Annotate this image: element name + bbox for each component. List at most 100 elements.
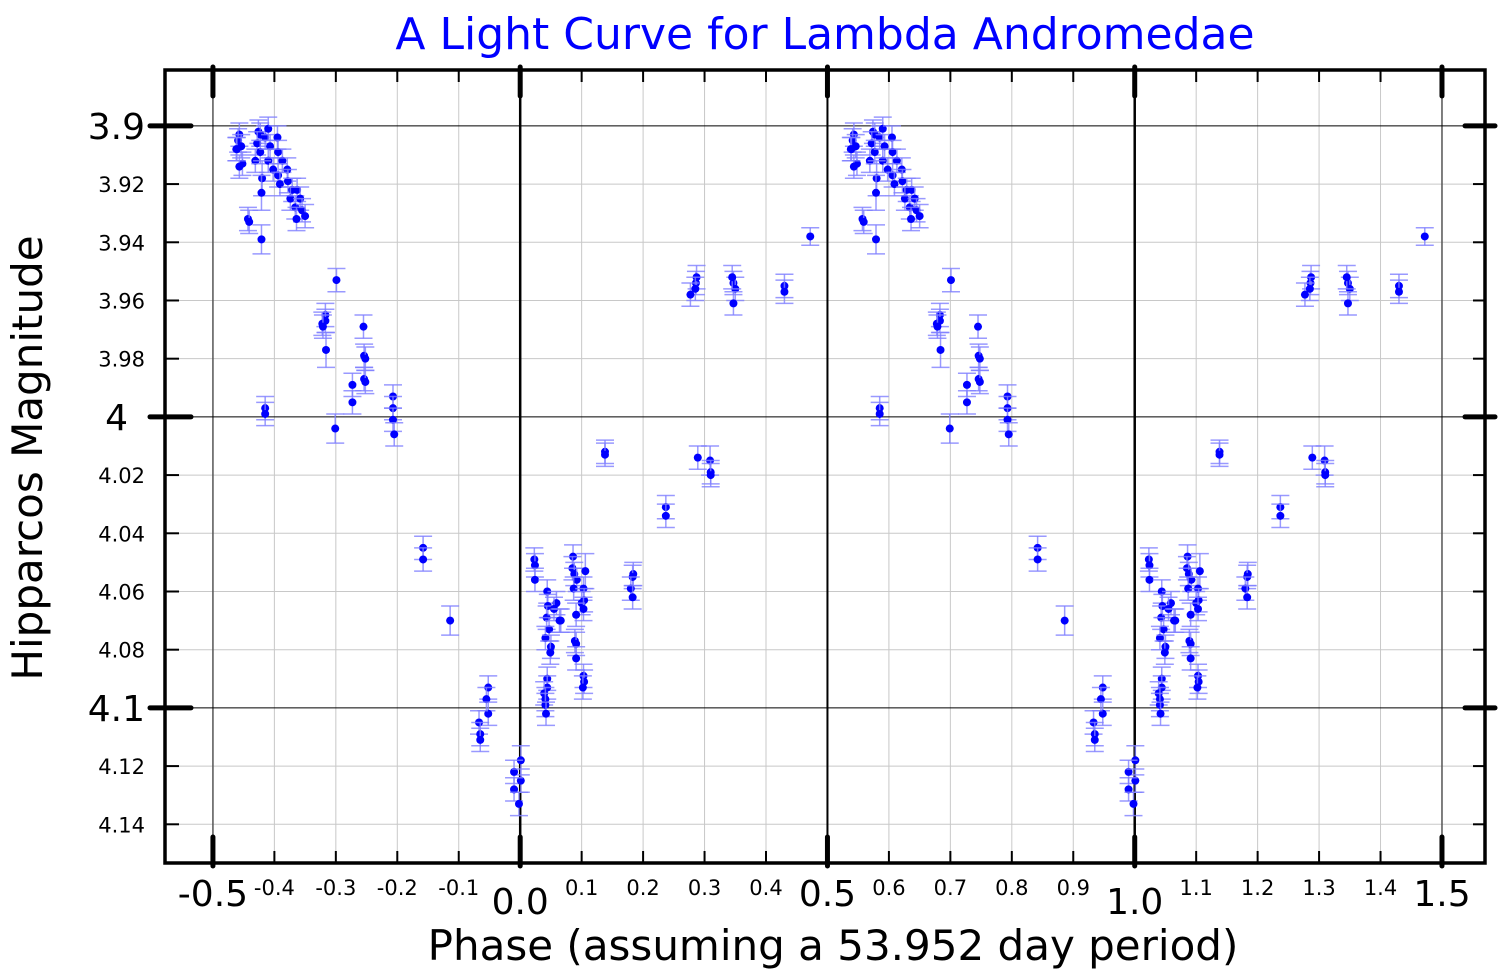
x-major-tick-label: 1.0 — [1106, 882, 1163, 923]
data-point — [706, 471, 715, 480]
data-point — [962, 398, 971, 407]
data-point — [1131, 776, 1140, 785]
x-minor-tick-label: 1.4 — [1364, 876, 1397, 900]
y-major-tick-label: 3.9 — [88, 107, 145, 148]
x-minor-tick-label: 0.4 — [749, 876, 782, 900]
x-minor-tick-label: 0.7 — [934, 876, 967, 900]
data-point — [578, 683, 587, 692]
data-point — [1276, 511, 1285, 520]
data-point — [348, 398, 357, 407]
data-point — [875, 409, 884, 418]
y-major-tick-label: 4 — [105, 398, 128, 439]
data-point — [253, 139, 262, 148]
data-point — [1145, 561, 1154, 570]
data-point — [898, 177, 907, 186]
y-minor-tick-label: 4.14 — [98, 813, 145, 837]
data-point — [232, 145, 241, 154]
data-point — [579, 604, 588, 613]
data-point — [482, 695, 491, 704]
data-point — [847, 145, 856, 154]
x-minor-tick-label: 1.1 — [1179, 876, 1212, 900]
data-point — [628, 593, 637, 602]
data-point — [257, 188, 266, 197]
data-point — [572, 639, 581, 648]
data-point — [572, 575, 581, 584]
data-point — [510, 785, 519, 794]
data-point — [1215, 450, 1224, 459]
data-point — [261, 133, 270, 142]
x-major-tick-label: 0.5 — [799, 874, 856, 915]
data-point — [780, 287, 789, 296]
data-point — [872, 188, 881, 197]
data-point — [332, 276, 341, 285]
plot-frame — [147, 64, 1498, 869]
data-point — [1321, 471, 1330, 480]
data-point — [1004, 430, 1013, 439]
data-point — [446, 616, 455, 625]
data-point — [283, 177, 292, 186]
data-point — [542, 709, 551, 718]
data-point — [348, 380, 357, 389]
x-minor-tick-label: 1.3 — [1302, 876, 1335, 900]
x-minor-tick-label: -0.2 — [377, 876, 418, 900]
data-point — [419, 555, 428, 564]
data-point — [388, 415, 397, 424]
data-point — [572, 610, 581, 619]
x-minor-tick-label: -0.4 — [254, 876, 295, 900]
data-point — [872, 235, 881, 244]
data-point — [1155, 634, 1164, 643]
data-point — [859, 217, 868, 226]
data-point — [1184, 584, 1193, 593]
data-point — [273, 133, 282, 142]
y-minor-tick-label: 4.06 — [98, 580, 145, 604]
data-point — [1243, 593, 1252, 602]
data-point — [946, 276, 955, 285]
data-point — [361, 354, 370, 363]
x-minor-tick-label: 0.2 — [626, 876, 659, 900]
x-minor-tick-label: 0.3 — [688, 876, 721, 900]
data-point — [933, 322, 942, 331]
x-major-tick-label: 1.5 — [1413, 874, 1470, 915]
data-point — [880, 142, 889, 151]
data-point — [907, 214, 916, 223]
data-point — [322, 345, 331, 354]
data-point — [257, 235, 266, 244]
data-point — [1394, 287, 1403, 296]
data-points — [227, 116, 1434, 817]
data-point — [806, 232, 815, 241]
data-point — [1300, 290, 1309, 299]
plot-border — [163, 68, 1487, 865]
data-point — [729, 299, 738, 308]
data-point — [883, 165, 892, 174]
chart-title: A Light Curve for Lambda Andromedae — [395, 9, 1254, 60]
data-point — [1156, 709, 1165, 718]
data-point — [870, 148, 879, 157]
y-minor-tick-label: 3.94 — [98, 231, 145, 255]
data-point — [875, 133, 884, 142]
x-minor-tick-label: -0.3 — [315, 876, 356, 900]
data-point — [1171, 616, 1180, 625]
data-point — [900, 194, 909, 203]
y-minor-tick-label: 3.96 — [98, 289, 145, 313]
data-point — [390, 430, 399, 439]
y-minor-tick-label: 4.12 — [98, 755, 145, 779]
data-point — [1160, 648, 1169, 657]
data-point — [962, 380, 971, 389]
data-point — [293, 185, 302, 194]
data-point — [318, 322, 327, 331]
data-point — [286, 194, 295, 203]
data-point — [728, 273, 737, 282]
data-point — [484, 709, 493, 718]
data-point — [235, 162, 244, 171]
data-point — [1194, 604, 1203, 613]
data-point — [1193, 683, 1202, 692]
y-minor-tick-label: 4.02 — [98, 464, 145, 488]
data-point — [975, 377, 984, 386]
data-point — [1129, 799, 1138, 808]
data-point — [936, 345, 945, 354]
data-point — [1003, 415, 1012, 424]
data-point — [359, 322, 368, 331]
data-point — [867, 139, 876, 148]
data-point — [661, 511, 670, 520]
